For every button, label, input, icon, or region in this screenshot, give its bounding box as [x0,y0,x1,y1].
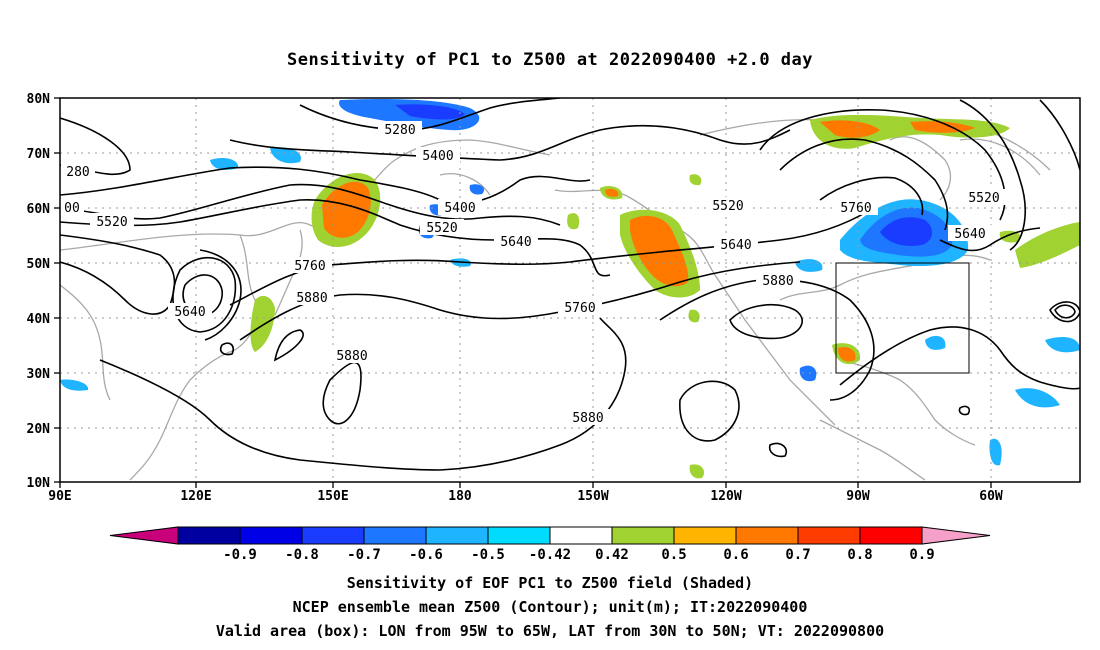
colorbar-max-arrow [921,526,991,545]
lat-label: 50N [27,257,51,272]
sensitivity-shading [60,98,1080,479]
colorbar-swatch [549,526,613,545]
svg-text:5880: 5880 [572,411,603,426]
map-title: Sensitivity of PC1 to Z500 at 2022090400… [286,50,813,70]
lon-label: 120E [180,489,211,504]
colorbar-swatch [239,526,303,545]
colorbar-swatch [487,526,551,545]
colorbar-swatch [611,526,675,545]
colorbar-swatch [859,526,923,545]
colorbar-tick-label: 0.6 [723,547,748,563]
colorbar-tick-label: 0.8 [847,547,872,563]
lon-label: 60W [979,489,1003,504]
lat-label: 10N [27,476,51,491]
colorbar-tick-label: 0.9 [909,547,934,563]
lon-label: 90E [48,489,71,504]
colorbar-swatch [797,526,861,545]
svg-text:00: 00 [64,201,80,216]
colorbar-tick-label: -0.8 [285,547,319,563]
colorbar-tick-label: -0.9 [223,547,257,563]
coastlines [60,117,1051,481]
svg-text:5520: 5520 [712,199,743,214]
lon-label: 180 [448,489,472,504]
lat-label: 60N [27,202,51,217]
svg-text:5640: 5640 [174,305,205,320]
lat-label: 30N [27,367,51,382]
svg-text:5520: 5520 [968,191,999,206]
colorbar-swatch [735,526,799,545]
lon-label: 150E [317,489,348,504]
lat-label: 80N [27,92,51,107]
svg-text:5640: 5640 [954,227,985,242]
longitude-labels: 90E 120E 150E 180 150W 120W 90W 60W [48,489,1003,504]
z500-contours [60,98,1080,471]
caption-line-1: Sensitivity of EOF PC1 to Z500 field (Sh… [346,574,754,592]
svg-text:5280: 5280 [384,123,415,138]
colorbar-tick-label: -0.6 [409,547,443,563]
colorbar-swatch [301,526,365,545]
svg-text:5520: 5520 [426,221,457,236]
lon-label: 150W [577,489,608,504]
svg-text:280: 280 [66,165,89,180]
colorbar: -0.9 -0.8 -0.7 -0.6 -0.5 -0.42 0.42 0.5 0.6 0.7 0.… [109,526,991,563]
svg-text:5760: 5760 [564,301,595,316]
contour-labels: 5280 280 5400 5400 00 5520 5520 5520 552… [60,121,1006,426]
svg-text:5400: 5400 [422,149,453,164]
lon-label: 120W [710,489,741,504]
svg-text:5640: 5640 [500,235,531,250]
caption-line-3: Valid area (box): LON from 95W to 65W, L… [215,622,885,640]
svg-text:5880: 5880 [336,349,367,364]
colorbar-swatch [363,526,427,545]
colorbar-tick-label: -0.42 [529,547,571,563]
svg-text:5880: 5880 [296,291,327,306]
lat-label: 70N [27,147,51,162]
svg-text:5760: 5760 [840,201,871,216]
latitude-labels: 80N 70N 60N 50N 40N 30N 20N 10N [27,92,51,491]
caption-line-2: NCEP ensemble mean Z500 (Contour); unit(… [292,598,808,616]
svg-text:5520: 5520 [96,215,127,230]
axis-ticks [54,97,992,488]
lat-label: 40N [27,312,51,327]
lon-label: 90W [846,489,870,504]
colorbar-tick-label: 0.5 [661,547,686,563]
svg-text:5640: 5640 [720,238,751,253]
colorbar-swatch [673,526,737,545]
svg-text:5400: 5400 [444,201,475,216]
colorbar-tick-label: 0.7 [785,547,810,563]
map-frame [59,97,1081,483]
valid-area-box [835,262,970,374]
colorbar-tick-label: -0.5 [471,547,505,563]
lat-label: 20N [27,422,51,437]
colorbar-tick-label: -0.7 [347,547,381,563]
svg-text:5760: 5760 [294,259,325,274]
colorbar-swatch [425,526,489,545]
colorbar-swatch [177,526,241,545]
svg-text:5880: 5880 [762,274,793,289]
colorbar-min-arrow [109,526,179,545]
colorbar-tick-label: 0.42 [595,547,629,563]
